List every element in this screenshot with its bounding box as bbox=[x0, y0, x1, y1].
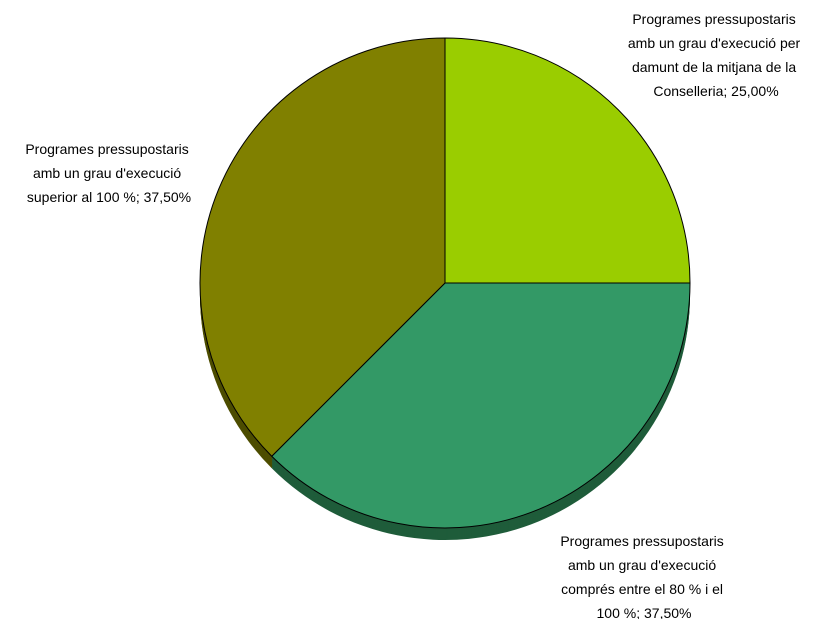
label-line: Programes pressupostaris bbox=[632, 11, 795, 27]
label-line: amb un grau d'execució per bbox=[628, 35, 801, 51]
slice-label-above-average: Programes pressupostaris amb un grau d'e… bbox=[628, 11, 804, 99]
label-line: comprés entre el 80 % i el bbox=[561, 581, 723, 597]
slice-label-80-to-100: Programes pressupostaris amb un grau d'e… bbox=[560, 533, 727, 619]
label-line: amb un grau d'execució bbox=[568, 557, 716, 573]
label-line: superior al 100 %; 37,50% bbox=[27, 189, 191, 205]
slice-above-100 bbox=[199, 37, 446, 457]
label-line: 100 %; 37,50% bbox=[597, 605, 692, 619]
label-line: Conselleria; 25,00% bbox=[653, 83, 778, 99]
label-line: damunt de la mitjana de la bbox=[632, 59, 796, 75]
slice-80-to-100 bbox=[271, 282, 691, 529]
label-line: Programes pressupostaris bbox=[25, 141, 188, 157]
label-line: amb un grau d'execució bbox=[33, 165, 181, 181]
label-line: Programes pressupostaris bbox=[560, 533, 723, 549]
pie-labels: Programes pressupostaris amb un grau d'e… bbox=[25, 11, 804, 621]
pie-slices bbox=[199, 37, 691, 529]
slice-label-above-100: Programes pressupostaris amb un grau d'e… bbox=[25, 141, 192, 205]
slice-above-average bbox=[444, 37, 691, 284]
